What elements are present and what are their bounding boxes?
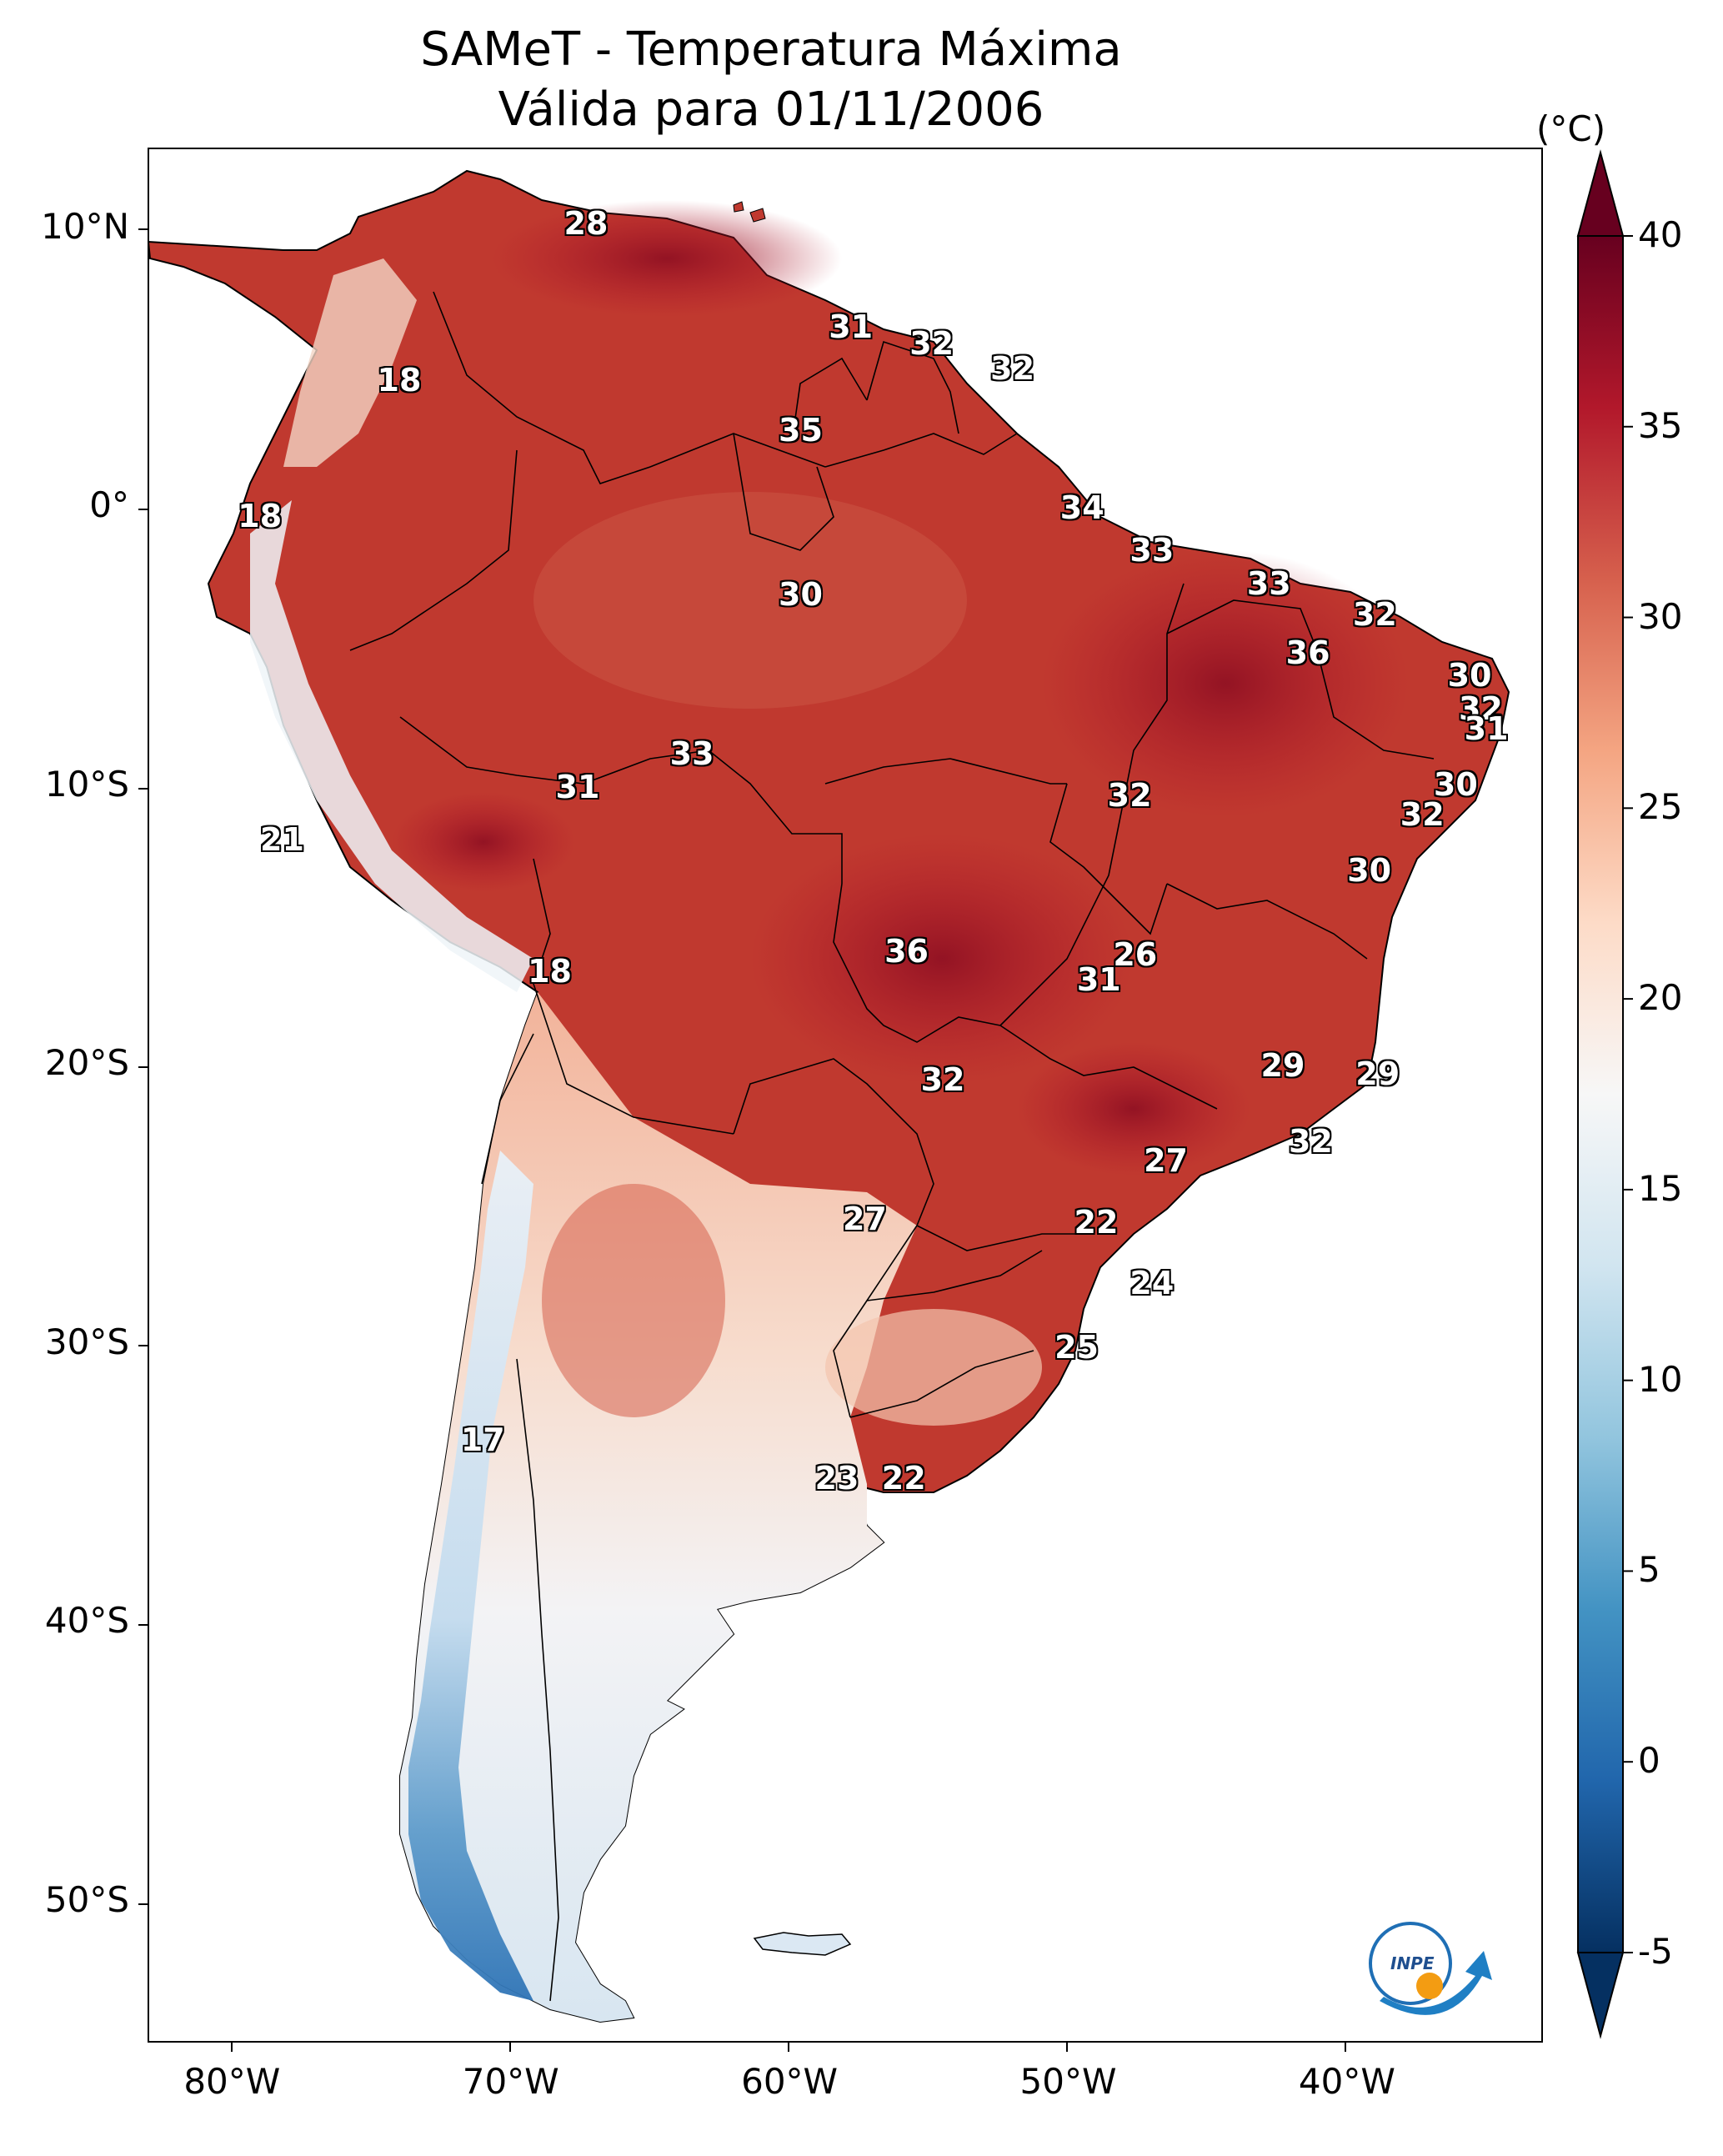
mild-region-rio-grande — [825, 1309, 1042, 1426]
contour-value-label: 21 — [260, 821, 304, 859]
inpe-logo-sun — [1416, 1973, 1443, 1999]
contour-value-label: 36 — [1285, 634, 1330, 672]
southern-cone — [400, 992, 917, 2022]
contour-value-label: 28 — [563, 205, 609, 243]
latitude-label: 10°N — [41, 205, 129, 247]
contour-value-label: 33 — [669, 735, 714, 772]
andes-colombia — [283, 258, 417, 467]
contour-value-label: 22 — [1074, 1203, 1119, 1241]
andes-cordillera — [408, 1151, 533, 2001]
contour-value-label: 35 — [779, 411, 823, 449]
latitude-label: 30°S — [44, 1321, 129, 1362]
inpe-logo: INPE — [1369, 1922, 1492, 2015]
latitude-label: 0° — [89, 484, 129, 526]
contour-value-label: 31 — [555, 768, 600, 805]
colorbar-unit: (°C) — [1536, 108, 1606, 149]
colorbar-tick-label: 15 — [1638, 1167, 1683, 1209]
colorbar-tick-label: 10 — [1638, 1358, 1683, 1400]
south-america-land — [148, 169, 1510, 2023]
map-frame — [148, 148, 1543, 2043]
hot-region-mato-grosso — [750, 834, 1134, 1084]
contour-value-label: 33 — [1129, 531, 1175, 569]
contour-value-label: 27 — [1144, 1142, 1188, 1180]
contour-value-label: 32 — [1352, 595, 1397, 633]
contour-value-label: 26 — [1113, 935, 1158, 973]
contour-value-label: 17 — [460, 1421, 505, 1458]
contour-value-label: 32 — [1288, 1122, 1333, 1160]
contour-value-label: 30 — [1347, 852, 1392, 890]
contour-value-label: 18 — [238, 498, 283, 535]
contour-value-label: 18 — [377, 361, 422, 399]
contour-value-label: 23 — [814, 1460, 859, 1497]
contour-value-label: 33 — [1246, 564, 1291, 602]
map-title: SAMeT - Temperatura Máxima — [420, 23, 1122, 77]
colorbar-min-arrow — [1576, 1952, 1625, 2039]
contour-value-label: 36 — [884, 933, 929, 970]
contour-value-label: 32 — [1458, 690, 1503, 728]
latitude-label: 20°S — [44, 1042, 129, 1084]
contour-value-label: 32 — [990, 350, 1035, 388]
hot-region-peru — [392, 792, 575, 892]
longitude-label: 70°W — [462, 2061, 559, 2102]
longitude-label: 50°W — [1019, 2061, 1117, 2102]
colorbar-gradient — [1577, 235, 1624, 1953]
map-subtitle: Válida para 01/11/2006 — [498, 83, 1044, 137]
inpe-logo-text: INPE — [1390, 1953, 1435, 1973]
axis-ticks — [138, 228, 1346, 2052]
colorbar-tick-label: -5 — [1638, 1931, 1673, 1972]
country-borders — [349, 291, 1435, 2002]
map-content — [148, 169, 1510, 2023]
falkland-islands — [753, 1932, 852, 1956]
hot-region-northeast — [1042, 550, 1409, 817]
inpe-logo-ring — [1369, 1922, 1452, 2005]
contour-value-label: 29 — [1260, 1047, 1305, 1085]
amazon-interior — [533, 492, 967, 709]
andes-north — [250, 500, 533, 992]
warm-region-chaco — [542, 1184, 725, 1417]
colorbar-max-arrow — [1576, 149, 1625, 237]
contour-value-label: 24 — [1129, 1265, 1175, 1302]
hot-region-venezuela — [492, 200, 842, 317]
colorbar-tick-label: 20 — [1638, 977, 1683, 1019]
longitude-label: 40°W — [1298, 2061, 1395, 2102]
colorbar-tick-label: 35 — [1638, 404, 1683, 446]
colorbar-tick-label: 40 — [1638, 214, 1683, 255]
contour-value-label: 34 — [1059, 489, 1104, 527]
contour-value-label: 29 — [1355, 1055, 1400, 1093]
contour-value-label: 31 — [1076, 960, 1121, 998]
contour-value-label: 31 — [829, 308, 874, 346]
contour-value-label: 31 — [1464, 709, 1509, 747]
latitude-label: 50°S — [44, 1878, 129, 1920]
longitude-label: 60°W — [741, 2061, 839, 2102]
contour-value-label: 18 — [528, 952, 572, 990]
longitude-label: 80°W — [183, 2061, 281, 2102]
colorbar-tick-label: 0 — [1638, 1740, 1660, 1782]
colorbar — [1576, 149, 1633, 2039]
contour-value-label: 27 — [842, 1201, 887, 1238]
colorbar-tick-label: 25 — [1638, 786, 1683, 828]
contour-value-label: 32 — [1107, 776, 1152, 814]
inpe-logo-swoosh — [1380, 1951, 1492, 2015]
hot-region-sao-paulo — [1017, 1042, 1250, 1176]
contour-value-label: 22 — [881, 1460, 926, 1497]
latitude-label: 10°S — [44, 763, 129, 805]
caribbean-islands — [733, 201, 766, 223]
colorbar-tick-label: 5 — [1638, 1549, 1660, 1591]
contour-value-label: 30 — [1447, 657, 1492, 694]
latitude-label: 40°S — [44, 1600, 129, 1642]
contour-value-label: 32 — [909, 325, 954, 363]
contour-value-label: 25 — [1054, 1329, 1099, 1366]
contour-value-label: 30 — [779, 576, 823, 614]
contour-value-label: 32 — [1400, 796, 1445, 834]
contour-value-label: 30 — [1433, 765, 1478, 803]
contour-value-label: 32 — [920, 1061, 965, 1099]
colorbar-tick-label: 30 — [1638, 595, 1683, 637]
